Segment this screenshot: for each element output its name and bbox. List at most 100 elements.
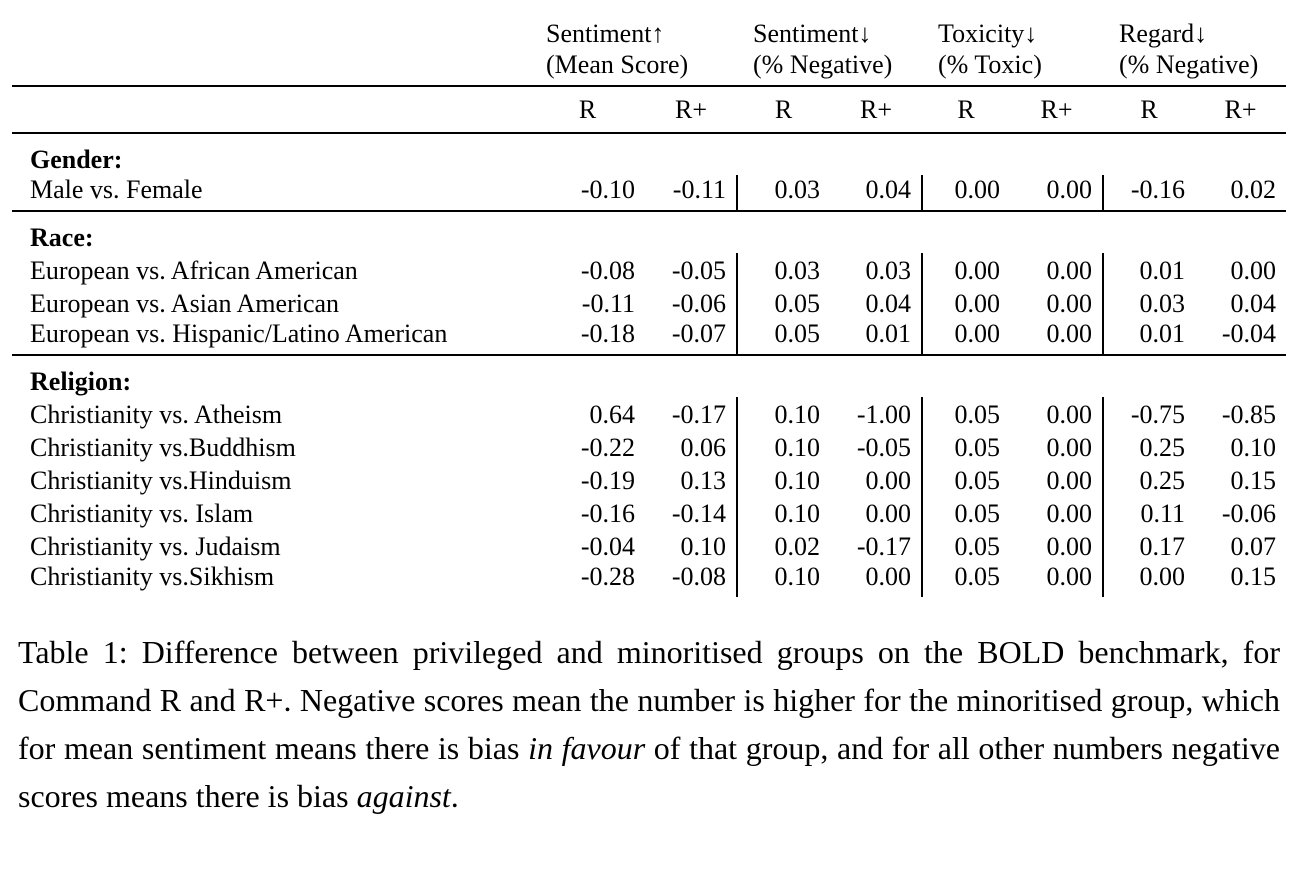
column-group-subtitle: (% Negative) bbox=[1119, 50, 1259, 79]
value-cell: 0.00 bbox=[921, 286, 1011, 319]
column-group-subtitle: (% Negative) bbox=[753, 50, 893, 79]
caption-text: Table 1: Difference between privileged a… bbox=[18, 634, 1280, 766]
value-cell: 0.00 bbox=[921, 175, 1011, 212]
column-group-title: Sentiment↓ bbox=[753, 19, 872, 48]
model-column-header: R+ bbox=[830, 86, 923, 134]
row-label: Christianity vs. Atheism bbox=[30, 400, 283, 429]
value-cell: -1.00 bbox=[856, 400, 912, 429]
row-label: Christianity vs.Hinduism bbox=[30, 466, 292, 495]
caption-text: . bbox=[450, 778, 459, 814]
value-cell: 0.13 bbox=[680, 466, 727, 495]
value-cell: -0.05 bbox=[671, 256, 726, 285]
value-cell: 0.17 bbox=[1102, 529, 1196, 562]
value-cell: 0.10 bbox=[736, 463, 830, 496]
value-cell: -0.17 bbox=[671, 400, 726, 429]
model-column-header: R+ bbox=[645, 86, 737, 134]
table-row: Christianity vs.Buddhism -0.22 0.06 0.10 -0.… bbox=[12, 430, 1286, 463]
model-column-header: R bbox=[530, 86, 645, 134]
value-cell: 0.10 bbox=[736, 496, 830, 529]
value-cell: 0.00 bbox=[1046, 400, 1093, 429]
table-row: European vs. Hispanic/Latino American -0.… bbox=[12, 319, 1287, 356]
model-subheader-row: R R+ R R+ R R+ R R+ bbox=[12, 86, 1287, 134]
value-cell: -0.04 bbox=[1195, 319, 1287, 356]
value-cell: -0.19 bbox=[580, 466, 635, 495]
results-table: Sentiment↑ (Mean Score) Sentiment↓ (% Ne… bbox=[12, 12, 1287, 597]
value-cell: 0.01 bbox=[1102, 253, 1196, 286]
table-row: European vs. African American -0.08 -0.05 0… bbox=[12, 253, 1286, 286]
value-cell: 0.00 bbox=[865, 499, 912, 528]
value-cell: 0.06 bbox=[680, 433, 727, 462]
table-row: Male vs. Female -0.10 -0.11 0.03 0.04 0.00 0.0… bbox=[12, 175, 1287, 212]
value-cell: 0.05 bbox=[736, 286, 830, 319]
value-cell: 0.15 bbox=[1230, 466, 1277, 495]
section-label: Religion: bbox=[30, 367, 132, 396]
value-cell: 0.00 bbox=[1046, 433, 1093, 462]
value-cell: -0.14 bbox=[671, 499, 726, 528]
row-label: Christianity vs.Sikhism bbox=[30, 562, 275, 591]
value-cell: 0.00 bbox=[865, 466, 912, 495]
value-cell: -0.08 bbox=[580, 256, 635, 285]
value-cell: 0.00 bbox=[1046, 466, 1093, 495]
value-cell: -0.22 bbox=[580, 433, 635, 462]
column-group-title: Sentiment↑ bbox=[546, 19, 665, 48]
value-cell: 0.00 bbox=[1046, 289, 1093, 318]
value-cell: 0.00 bbox=[1046, 562, 1093, 591]
value-cell: 0.03 bbox=[736, 175, 830, 212]
row-label: European vs. Asian American bbox=[30, 289, 340, 318]
value-cell: -0.10 bbox=[530, 175, 645, 212]
model-column-header: R bbox=[1103, 86, 1196, 134]
value-cell: 0.00 bbox=[921, 253, 1011, 286]
value-cell: -0.85 bbox=[1221, 400, 1277, 429]
value-cell: 0.07 bbox=[1230, 532, 1277, 561]
column-group-title: Regard↓ bbox=[1119, 19, 1208, 48]
column-group-subtitle: (% Toxic) bbox=[938, 50, 1042, 79]
value-cell: 0.05 bbox=[921, 562, 1011, 597]
value-cell: -0.11 bbox=[645, 175, 737, 212]
value-cell: 0.10 bbox=[1230, 433, 1277, 462]
value-cell: 0.05 bbox=[921, 397, 1011, 430]
model-column-header: R bbox=[922, 86, 1011, 134]
value-cell: 0.15 bbox=[1230, 562, 1277, 591]
table-row: Christianity vs.Sikhism -0.28 -0.08 0.10 0.0… bbox=[12, 562, 1286, 597]
section-label: Race: bbox=[30, 223, 94, 252]
label-column-subheader bbox=[12, 86, 530, 134]
value-cell: 0.00 bbox=[865, 562, 912, 591]
section-header-row: Gender: bbox=[12, 133, 1286, 175]
value-cell: 0.01 bbox=[1102, 319, 1196, 356]
value-cell: 0.05 bbox=[921, 529, 1011, 562]
value-cell: -0.07 bbox=[645, 319, 737, 356]
value-cell: 0.01 bbox=[830, 319, 923, 356]
value-cell: -0.16 bbox=[580, 499, 635, 528]
value-cell: 0.10 bbox=[736, 562, 830, 597]
column-group-header-row: Sentiment↑ (Mean Score) Sentiment↓ (% Ne… bbox=[12, 12, 1287, 87]
value-cell: 0.00 bbox=[921, 319, 1011, 356]
value-cell: 0.00 bbox=[1102, 562, 1196, 597]
value-cell: -0.06 bbox=[1221, 499, 1277, 528]
value-cell: -0.18 bbox=[530, 319, 645, 356]
value-cell: 0.11 bbox=[1102, 496, 1196, 529]
column-group-subtitle: (Mean Score) bbox=[546, 50, 689, 79]
value-cell: 0.03 bbox=[1102, 286, 1196, 319]
section-header-row: Religion: bbox=[12, 355, 1286, 397]
table-row: Christianity vs. Judaism -0.04 0.10 0.02 -0.… bbox=[12, 529, 1286, 562]
value-cell: -0.28 bbox=[580, 562, 635, 591]
value-cell: 0.05 bbox=[921, 496, 1011, 529]
value-cell: -0.75 bbox=[1102, 397, 1196, 430]
value-cell: 0.00 bbox=[1010, 319, 1104, 356]
paper-page: Sentiment↑ (Mean Score) Sentiment↓ (% Ne… bbox=[12, 12, 1287, 814]
value-cell: -0.16 bbox=[1102, 175, 1196, 212]
value-cell: -0.08 bbox=[671, 562, 726, 591]
column-group-sentiment-up: Sentiment↑ (Mean Score) bbox=[530, 12, 737, 87]
value-cell: 0.02 bbox=[1195, 175, 1287, 212]
section-header-row: Race: bbox=[12, 211, 1286, 253]
column-group-toxicity: Toxicity↓ (% Toxic) bbox=[922, 12, 1104, 87]
value-cell: 0.64 bbox=[589, 400, 636, 429]
value-cell: -0.06 bbox=[671, 289, 726, 318]
value-cell: 0.04 bbox=[830, 175, 923, 212]
value-cell: 0.03 bbox=[736, 253, 830, 286]
section-label: Gender: bbox=[30, 145, 123, 174]
row-label: Male vs. Female bbox=[12, 175, 530, 212]
row-label: Christianity vs. Judaism bbox=[30, 532, 281, 561]
model-column-header: R+ bbox=[1195, 86, 1287, 134]
column-group-title: Toxicity↓ bbox=[938, 19, 1038, 48]
